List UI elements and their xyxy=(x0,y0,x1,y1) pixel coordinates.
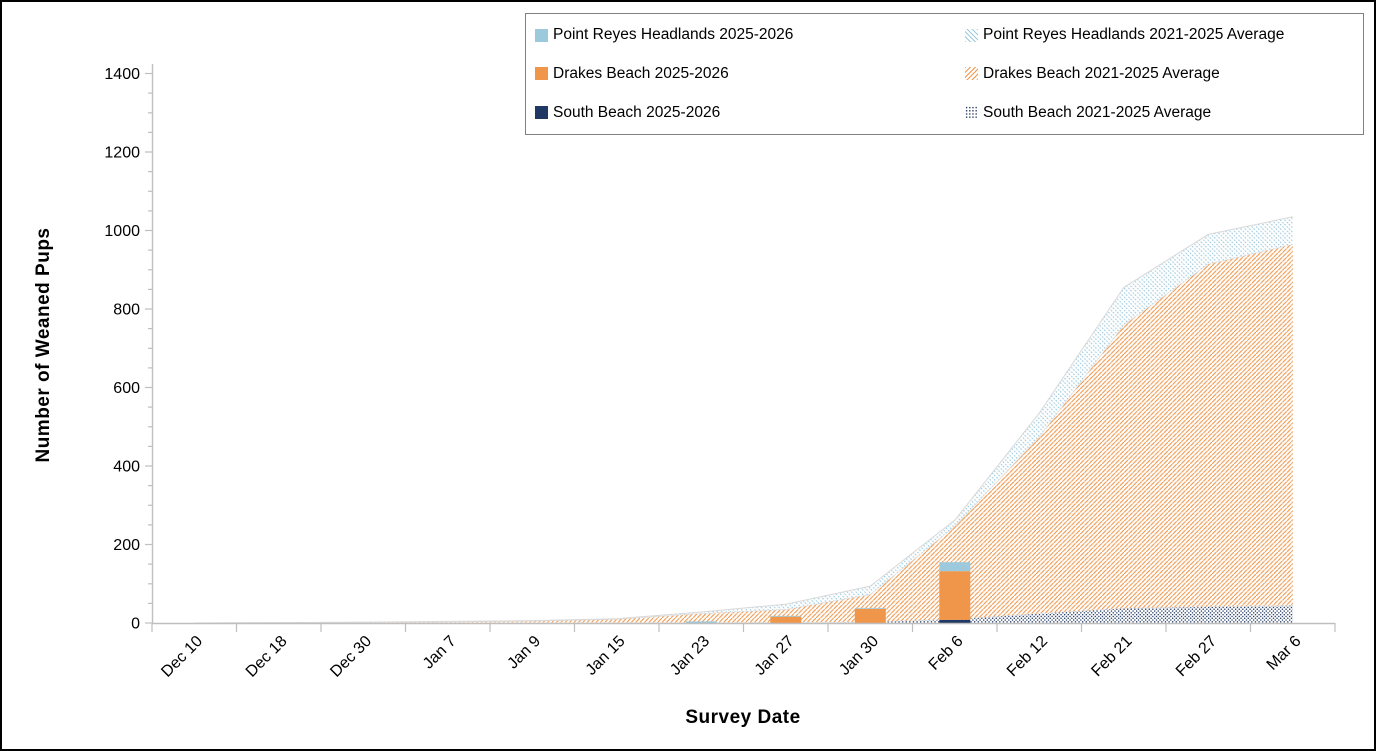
x-tick-label: Feb 6 xyxy=(926,633,967,674)
x-tick-label: Jan 9 xyxy=(504,633,544,673)
y-axis-title: Number of Weaned Pups xyxy=(33,227,54,463)
legend-swatch-icon xyxy=(965,28,978,42)
bar-segment xyxy=(770,616,802,623)
legend-swatch-icon xyxy=(965,106,978,120)
x-tick-label: Jan 27 xyxy=(752,633,798,679)
bar-segment xyxy=(685,621,717,623)
bar-segment xyxy=(939,571,971,620)
legend-label: Point Reyes Headlands 2025-2026 xyxy=(553,26,794,44)
legend-label: Point Reyes Headlands 2021-2025 Average xyxy=(983,26,1285,44)
x-tick-label: Feb 12 xyxy=(1004,633,1051,680)
x-tick-label: Jan 23 xyxy=(667,633,713,679)
area-series-1 xyxy=(194,605,1293,623)
x-tick-label: Jan 15 xyxy=(583,633,629,679)
area-outline xyxy=(194,216,1293,624)
legend-item-5: South Beach 2025-2026 xyxy=(535,104,965,122)
legend-label: South Beach 2025-2026 xyxy=(553,103,721,121)
y-tick-label: 1000 xyxy=(104,223,140,240)
bar-segment xyxy=(854,608,886,623)
legend-item-1: Point Reyes Headlands 2025-2026 xyxy=(535,26,965,44)
x-tick-label: Jan 7 xyxy=(420,633,460,673)
legend-item-6: South Beach 2021-2025 Average xyxy=(965,104,1363,122)
legend-item-3: Drakes Beach 2025-2026 xyxy=(535,65,965,83)
x-tick-label: Feb 21 xyxy=(1088,633,1135,680)
x-tick-label: Dec 30 xyxy=(327,633,375,681)
area-series-3 xyxy=(194,216,1293,624)
legend-label: Drakes Beach 2025-2026 xyxy=(553,64,729,82)
x-tick-label: Dec 10 xyxy=(158,633,206,681)
legend-label: Drakes Beach 2021-2025 Average xyxy=(983,64,1220,82)
y-tick-label: 800 xyxy=(113,302,140,319)
legend-swatch-icon xyxy=(535,28,548,42)
x-tick-label: Dec 18 xyxy=(243,633,291,681)
y-tick-label: 600 xyxy=(113,380,140,397)
x-tick-label: Mar 6 xyxy=(1264,633,1305,674)
bar-segment xyxy=(939,562,971,572)
legend-swatch-icon xyxy=(965,67,978,81)
y-tick-label: 1400 xyxy=(104,66,140,83)
x-tick-label: Jan 30 xyxy=(836,633,882,679)
legend-item-2: Point Reyes Headlands 2021-2025 Average xyxy=(965,26,1363,44)
legend-swatch-icon xyxy=(535,106,548,120)
area-series-2 xyxy=(194,244,1293,623)
legend-swatch-icon xyxy=(535,67,548,81)
bar-segment xyxy=(770,615,802,617)
bar-segment xyxy=(939,619,971,623)
y-tick-label: 1200 xyxy=(104,145,140,162)
legend-item-4: Drakes Beach 2021-2025 Average xyxy=(965,65,1363,83)
legend-label: South Beach 2021-2025 Average xyxy=(983,103,1212,121)
x-tick-label: Feb 27 xyxy=(1173,633,1220,680)
y-tick-label: 200 xyxy=(113,537,140,554)
y-tick-label: 0 xyxy=(131,616,140,633)
y-tick-label: 400 xyxy=(113,459,140,476)
chart-legend: Point Reyes Headlands 2025-2026 Point Rey… xyxy=(525,13,1364,135)
bar-segment xyxy=(854,608,886,609)
x-axis-title: Survey Date xyxy=(685,707,801,728)
